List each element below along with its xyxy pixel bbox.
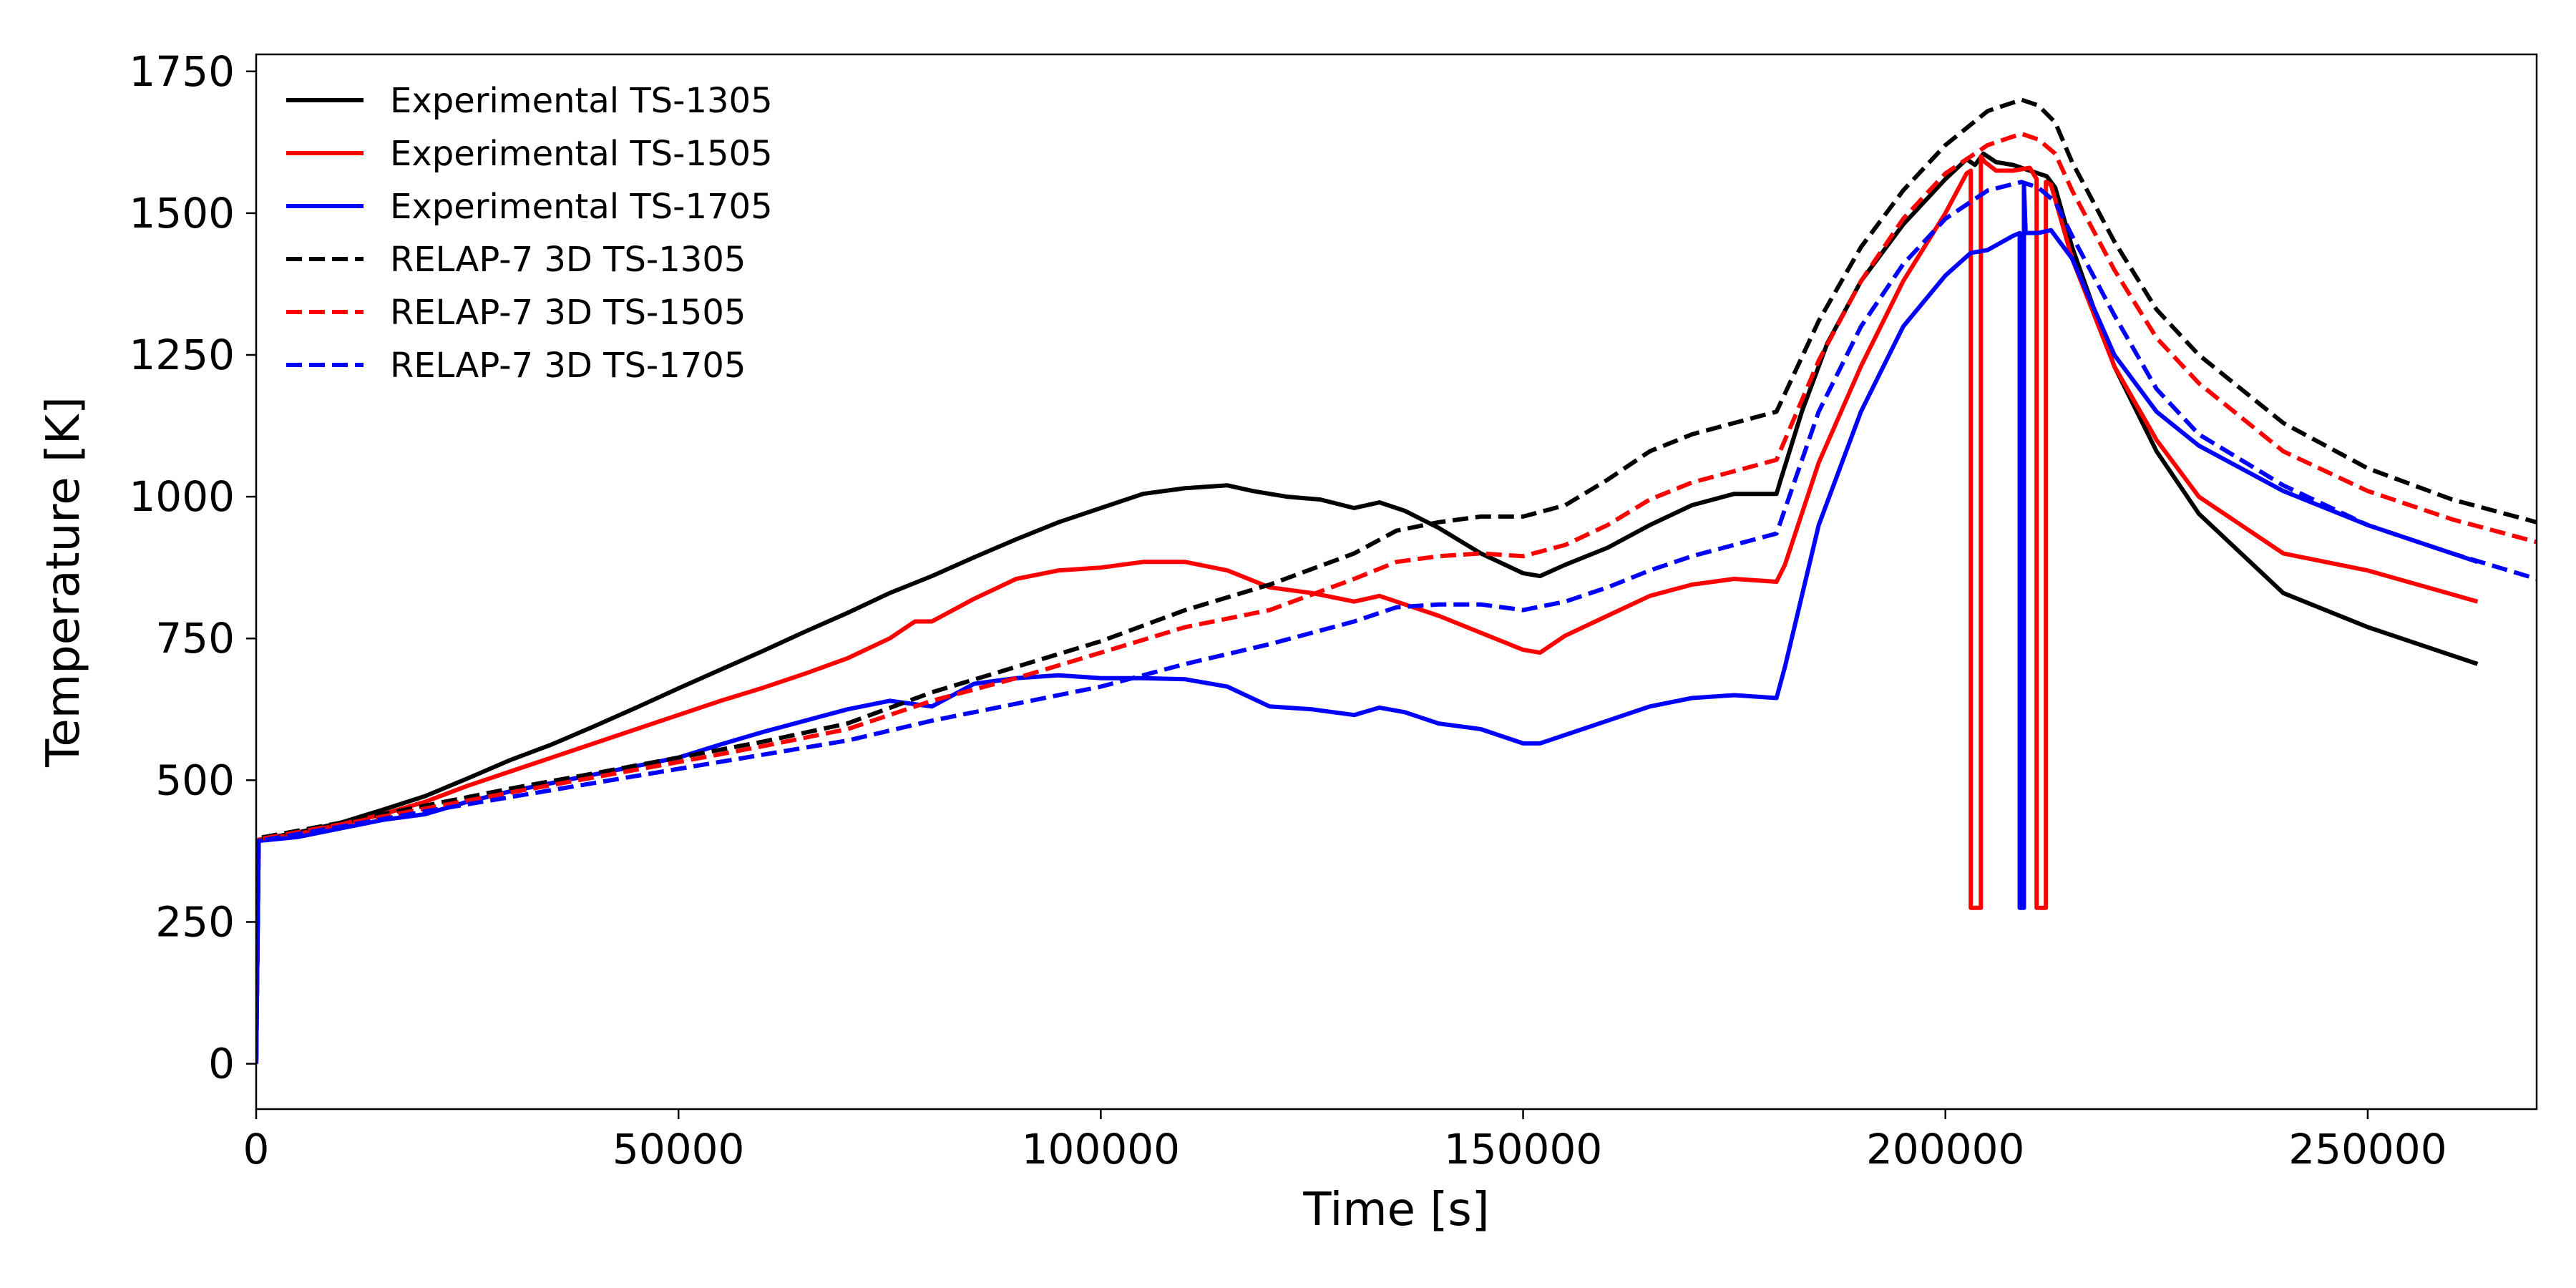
legend-label: RELAP-7 3D TS-1705 bbox=[390, 346, 746, 386]
y-tick-label: 250 bbox=[155, 897, 235, 946]
series-line-1 bbox=[256, 151, 2479, 1064]
y-axis-label: Temperature [K] bbox=[37, 396, 90, 768]
y-tick-label: 1750 bbox=[129, 47, 235, 96]
legend-label: Experimental TS-1505 bbox=[390, 134, 773, 174]
series-line-5 bbox=[256, 131, 2537, 1064]
x-tick-label: 50000 bbox=[613, 1125, 745, 1174]
y-tick-label: 1000 bbox=[129, 472, 235, 521]
x-tick-label: 200000 bbox=[1866, 1125, 2024, 1174]
x-axis-label: Time [s] bbox=[1302, 1184, 1489, 1236]
series-layer bbox=[256, 97, 2537, 1064]
y-tick-label: 0 bbox=[208, 1040, 235, 1088]
y-axis-ticks: 0 250 500 750 1000 1250 1500 1750 bbox=[129, 47, 256, 1088]
legend: Experimental TS-1305 Experimental TS-1505… bbox=[286, 81, 773, 386]
series-line-2 bbox=[256, 154, 2479, 1064]
legend-label: Experimental TS-1305 bbox=[390, 81, 773, 121]
series-line-4 bbox=[256, 97, 2537, 1064]
x-tick-label: 100000 bbox=[1022, 1125, 1180, 1174]
x-axis-ticks: 0 50000 100000 150000 200000 250000 bbox=[243, 1109, 2447, 1174]
legend-label: Experimental TS-1705 bbox=[390, 187, 773, 227]
y-tick-label: 1250 bbox=[129, 331, 235, 379]
plot-frame bbox=[255, 53, 2538, 1111]
y-tick-label: 750 bbox=[155, 614, 235, 663]
legend-label: RELAP-7 3D TS-1505 bbox=[390, 293, 746, 333]
x-tick-label: 250000 bbox=[2288, 1125, 2446, 1174]
y-tick-label: 1500 bbox=[129, 189, 235, 238]
y-tick-label: 500 bbox=[155, 756, 235, 804]
legend-label: RELAP-7 3D TS-1305 bbox=[390, 240, 746, 280]
x-tick-label: 0 bbox=[243, 1125, 270, 1174]
series-line-3 bbox=[256, 182, 2479, 1064]
x-tick-label: 150000 bbox=[1444, 1125, 1602, 1174]
